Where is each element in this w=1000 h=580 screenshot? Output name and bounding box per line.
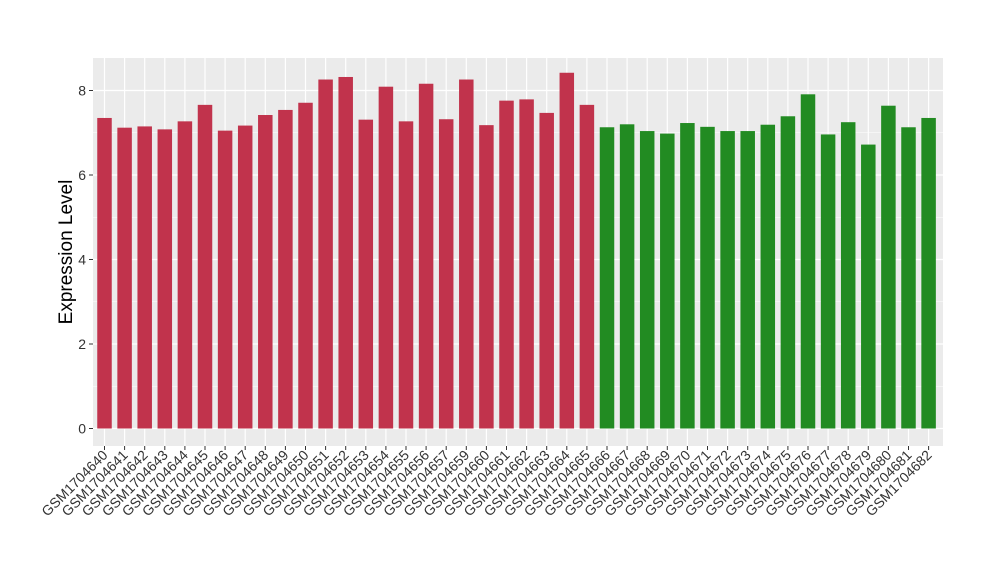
bar-GSM1704677	[820, 134, 836, 429]
bar-GSM1704682	[921, 117, 936, 429]
bar-GSM1704674	[760, 124, 776, 429]
bar-GSM1704678	[840, 122, 856, 429]
bar-GSM1704660	[479, 125, 494, 429]
x-axis: GSM1704640GSM1704641GSM1704642GSM1704643…	[38, 446, 935, 519]
bar-GSM1704663	[539, 112, 554, 429]
bar-GSM1704666	[599, 127, 615, 429]
bar-GSM1704681	[901, 127, 916, 429]
bars	[97, 72, 936, 429]
bar-GSM1704644	[177, 121, 193, 429]
y-tick-label: 2	[78, 336, 86, 352]
y-tick-label: 6	[78, 167, 86, 183]
bar-GSM1704645	[197, 104, 213, 429]
y-axis: 0 2 4 6 8	[78, 83, 93, 437]
bar-GSM1704667	[619, 124, 635, 429]
bar-GSM1704647	[237, 125, 253, 429]
bar-GSM1704651	[318, 79, 333, 429]
bar-GSM1704642	[137, 126, 152, 429]
bar-GSM1704640	[97, 117, 112, 429]
bar-GSM1704673	[740, 131, 755, 429]
bar-GSM1704676	[800, 94, 816, 429]
y-axis-label: Expression Level	[56, 180, 77, 325]
bar-GSM1704654	[378, 86, 394, 429]
bar-GSM1704652	[338, 76, 353, 429]
bar-GSM1704668	[639, 131, 655, 429]
bar-GSM1704646	[217, 130, 233, 429]
bar-GSM1704664	[559, 72, 575, 429]
bar-GSM1704649	[278, 109, 293, 429]
bar-GSM1704650	[298, 102, 313, 429]
bar-GSM1704665	[579, 104, 595, 429]
bar-GSM1704661	[499, 100, 514, 429]
bar-GSM1704648	[258, 115, 273, 429]
bar-GSM1704653	[358, 119, 374, 429]
bar-GSM1704679	[861, 144, 876, 429]
y-tick-label: 8	[78, 83, 86, 99]
bar-GSM1704641	[117, 127, 132, 429]
y-tick-label: 0	[78, 421, 86, 437]
bar-GSM1704662	[519, 99, 534, 429]
bar-GSM1704671	[700, 126, 715, 429]
bar-GSM1704680	[881, 105, 896, 429]
bar-GSM1704672	[720, 131, 735, 429]
bar-GSM1704669	[660, 133, 675, 429]
bar-GSM1704643	[157, 129, 173, 429]
bar-GSM1704655	[398, 121, 414, 429]
bar-GSM1704656	[418, 83, 434, 429]
bar-GSM1704659	[459, 79, 474, 429]
bar-GSM1704657	[438, 119, 454, 429]
y-tick-label: 4	[78, 252, 86, 268]
bar-GSM1704670	[680, 123, 695, 429]
bar-GSM1704675	[780, 116, 796, 429]
